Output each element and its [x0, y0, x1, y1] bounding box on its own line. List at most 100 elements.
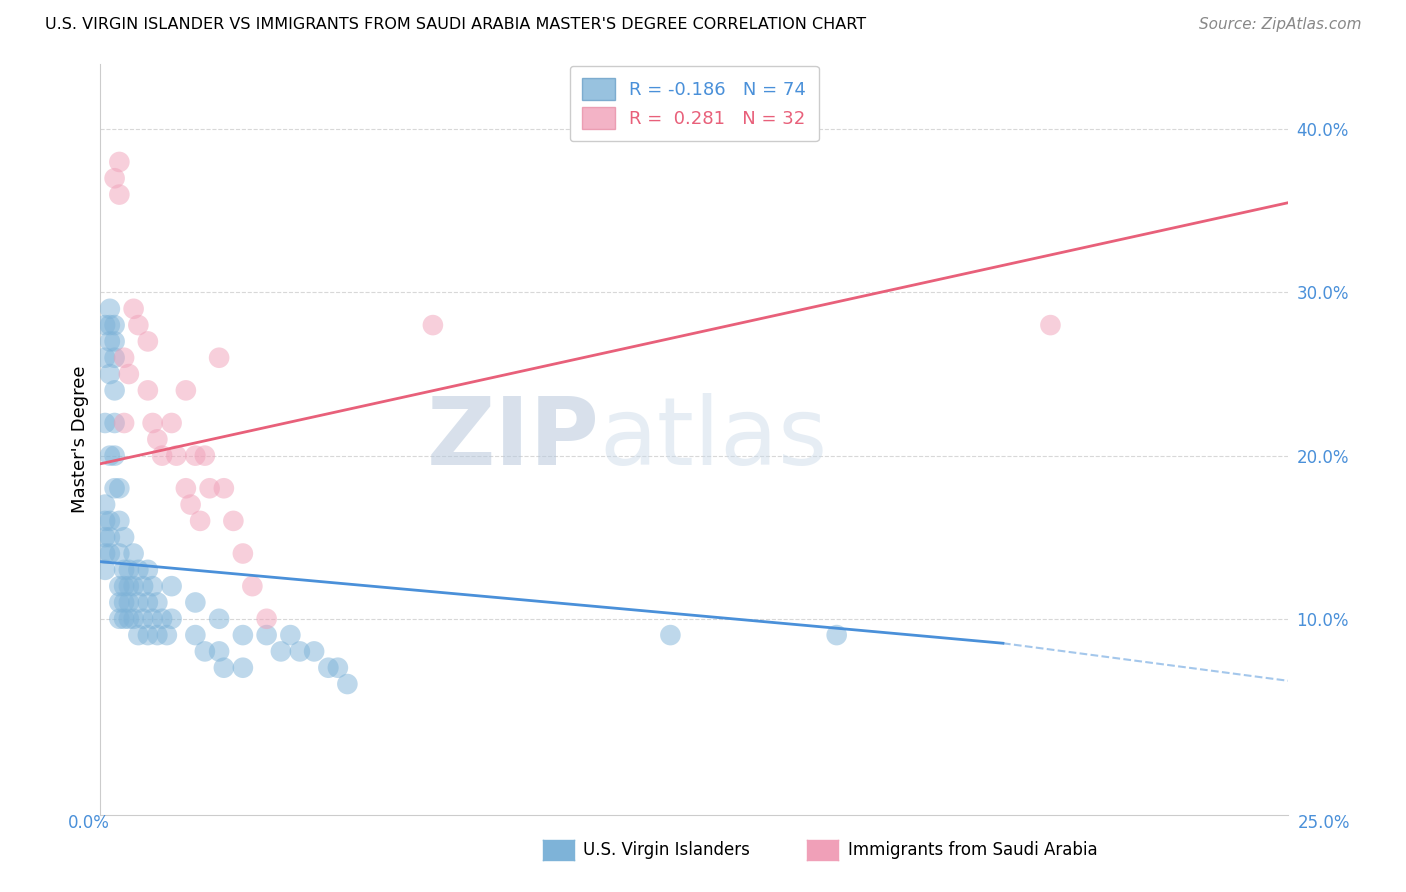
Point: [136, 595, 159, 609]
Point: [240, 579, 263, 593]
Point: [318, 661, 340, 675]
Point: [326, 661, 349, 675]
Point: [136, 563, 159, 577]
Point: [212, 481, 235, 495]
Point: [188, 514, 211, 528]
Point: [98, 547, 121, 561]
Point: [132, 579, 155, 593]
Point: [136, 384, 159, 398]
Point: [208, 644, 231, 658]
Point: [194, 449, 217, 463]
Point: [108, 612, 131, 626]
Point: [302, 644, 325, 658]
Point: [94, 498, 117, 512]
Point: [659, 628, 682, 642]
Point: [104, 171, 127, 186]
Point: [98, 514, 121, 528]
Point: [98, 334, 121, 349]
Point: [94, 351, 117, 365]
Point: [160, 416, 183, 430]
Text: atlas: atlas: [599, 393, 827, 485]
Point: [174, 481, 197, 495]
Point: [156, 628, 179, 642]
Point: [208, 351, 231, 365]
Point: [165, 449, 187, 463]
Point: [150, 449, 173, 463]
Point: [232, 547, 254, 561]
Point: [104, 384, 127, 398]
Point: [825, 628, 848, 642]
Point: [256, 612, 278, 626]
Point: [160, 579, 183, 593]
Point: [104, 334, 127, 349]
Point: [108, 579, 131, 593]
Point: [112, 563, 135, 577]
Point: [94, 416, 117, 430]
Point: [184, 595, 207, 609]
Point: [142, 579, 165, 593]
Point: [174, 384, 197, 398]
Point: [136, 628, 159, 642]
Point: [132, 612, 155, 626]
Point: [184, 628, 207, 642]
Point: [127, 595, 149, 609]
Text: 0.0%: 0.0%: [67, 814, 110, 831]
Point: [127, 628, 149, 642]
Point: [122, 612, 145, 626]
Point: [146, 433, 169, 447]
Point: [94, 514, 117, 528]
Point: [180, 498, 202, 512]
Point: [118, 612, 141, 626]
Point: [108, 187, 131, 202]
Point: [194, 644, 217, 658]
Point: [184, 449, 207, 463]
Point: [118, 367, 141, 381]
Point: [108, 514, 131, 528]
Text: U.S. Virgin Islanders: U.S. Virgin Islanders: [583, 841, 751, 859]
Point: [94, 563, 117, 577]
Point: [112, 530, 135, 544]
Point: [108, 481, 131, 495]
Point: [1039, 318, 1062, 332]
Point: [104, 318, 127, 332]
Point: [122, 579, 145, 593]
Point: [122, 547, 145, 561]
Point: [280, 628, 302, 642]
Point: [122, 301, 145, 316]
Point: [112, 416, 135, 430]
Point: [98, 530, 121, 544]
Text: U.S. VIRGIN ISLANDER VS IMMIGRANTS FROM SAUDI ARABIA MASTER'S DEGREE CORRELATION: U.S. VIRGIN ISLANDER VS IMMIGRANTS FROM …: [45, 18, 866, 32]
Point: [104, 416, 127, 430]
Text: Source: ZipAtlas.com: Source: ZipAtlas.com: [1198, 18, 1361, 32]
Point: [104, 449, 127, 463]
Point: [160, 612, 183, 626]
Point: [256, 628, 278, 642]
Point: [127, 563, 149, 577]
Point: [118, 595, 141, 609]
Point: [118, 563, 141, 577]
Point: [98, 301, 121, 316]
Point: [127, 318, 149, 332]
Legend: R = -0.186   N = 74, R =  0.281   N = 32: R = -0.186 N = 74, R = 0.281 N = 32: [569, 66, 818, 141]
Point: [270, 644, 292, 658]
Y-axis label: Master's Degree: Master's Degree: [72, 366, 89, 513]
Point: [112, 351, 135, 365]
Point: [288, 644, 311, 658]
Point: [98, 318, 121, 332]
Point: [150, 612, 173, 626]
Text: 25.0%: 25.0%: [1298, 814, 1351, 831]
Point: [108, 595, 131, 609]
Text: Immigrants from Saudi Arabia: Immigrants from Saudi Arabia: [848, 841, 1098, 859]
Point: [142, 416, 165, 430]
Point: [146, 628, 169, 642]
Point: [94, 530, 117, 544]
Point: [112, 595, 135, 609]
Point: [98, 449, 121, 463]
Point: [336, 677, 359, 691]
Point: [112, 612, 135, 626]
Point: [108, 547, 131, 561]
Point: [104, 351, 127, 365]
Point: [104, 481, 127, 495]
Point: [94, 547, 117, 561]
Text: ZIP: ZIP: [426, 393, 599, 485]
